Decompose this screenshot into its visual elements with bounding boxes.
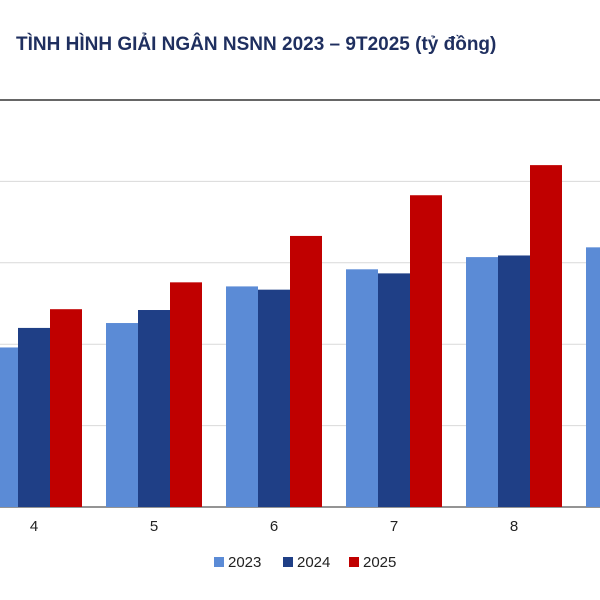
x-tick-label: 8: [510, 518, 518, 535]
bar: [378, 273, 410, 507]
legend-label: 2024: [297, 554, 330, 571]
legend-label: 2025: [363, 554, 396, 571]
legend-swatch: [214, 557, 224, 567]
legend-swatch: [283, 557, 293, 567]
bar: [50, 309, 82, 507]
bar: [586, 247, 600, 508]
bar: [18, 327, 50, 507]
bar: [410, 195, 442, 507]
bar: [106, 323, 138, 507]
bar: [290, 235, 322, 508]
bar: [346, 269, 378, 507]
bar: [258, 289, 290, 507]
x-tick-label: 6: [270, 518, 278, 535]
x-tick-label: 7: [390, 518, 398, 535]
x-tick-label: 4: [30, 518, 38, 535]
bar: [466, 257, 498, 507]
bar: [498, 255, 530, 507]
bar: [0, 347, 18, 507]
legend-label: 2023: [228, 554, 261, 571]
legend-swatch: [349, 557, 359, 567]
bar: [138, 310, 170, 507]
chart-title: TÌNH HÌNH GIẢI NGÂN NSNN 2023 – 9T2025 (…: [16, 33, 496, 55]
bar: [530, 165, 562, 507]
bar: [226, 286, 258, 507]
bar: [170, 282, 202, 507]
x-tick-label: 5: [150, 518, 158, 535]
